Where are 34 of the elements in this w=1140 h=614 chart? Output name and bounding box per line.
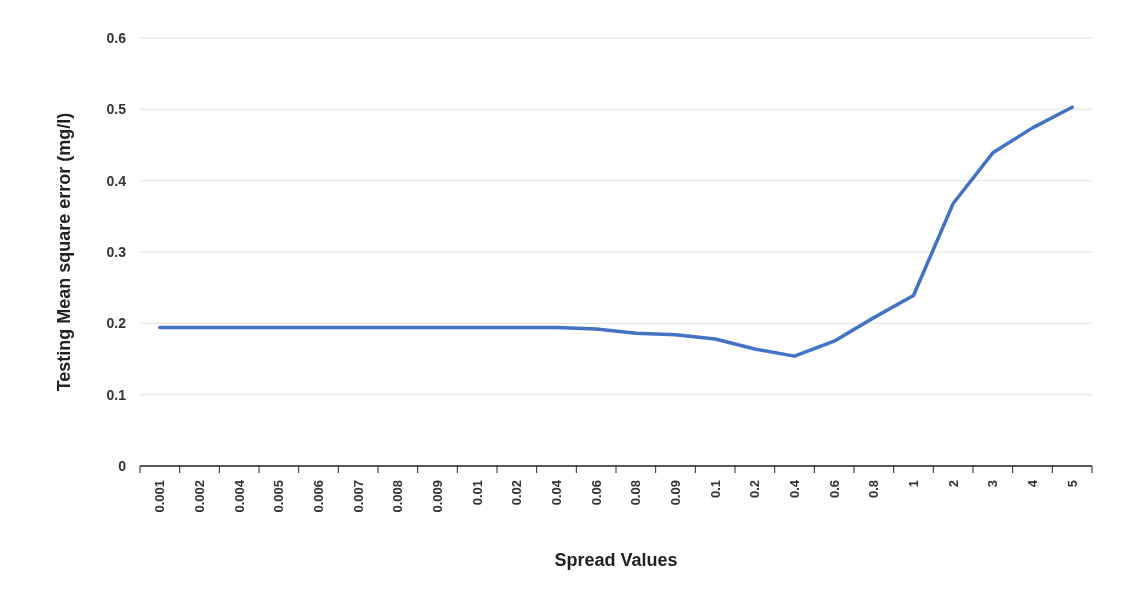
x-tick-label: 0.008 <box>390 480 406 513</box>
x-tick-label: 5 <box>1064 480 1080 488</box>
x-tick-label: 0.001 <box>152 480 168 513</box>
x-tick-label: 0.01 <box>469 480 485 506</box>
x-tick-label: 0.006 <box>311 480 327 513</box>
y-axis-title: Testing Mean square error (mg/l) <box>54 112 74 392</box>
x-tick-label: 0.02 <box>509 480 525 506</box>
x-tick-label: 0.1 <box>707 480 723 499</box>
y-tick-label: 0.3 <box>106 243 127 260</box>
y-tick-label: 0.4 <box>106 172 127 189</box>
y-tick-label: 0.1 <box>106 386 127 403</box>
x-tick-label: 0.009 <box>430 480 446 513</box>
x-tick-label: 0.8 <box>866 480 882 499</box>
x-tick-label: 4 <box>1025 479 1041 488</box>
x-tick-label: 0.005 <box>271 480 287 513</box>
y-tick-label: 0.6 <box>106 29 127 46</box>
x-tick-label: 0.04 <box>549 479 565 506</box>
x-tick-label: 0.08 <box>628 480 644 506</box>
x-axis-title: Spread Values <box>554 550 678 570</box>
x-tick-label: 0.06 <box>588 480 604 506</box>
x-tick-label: 0.6 <box>826 480 842 499</box>
y-tick-label: 0.5 <box>106 101 127 118</box>
x-tick-label: 1 <box>906 480 922 488</box>
x-tick-label: 0.002 <box>192 480 208 513</box>
x-tick-label: 0.2 <box>747 480 763 499</box>
x-tick-label: 0.007 <box>350 480 366 513</box>
y-tick-label: 0 <box>118 457 127 474</box>
x-tick-label: 0.09 <box>668 480 684 506</box>
x-tick-label: 2 <box>945 480 961 488</box>
x-tick-label: 0.4 <box>787 479 803 499</box>
line-series <box>158 105 1074 358</box>
x-tick-label: 0.004 <box>231 479 247 513</box>
x-tick-label: 3 <box>985 480 1001 488</box>
y-tick-label: 0.2 <box>106 315 127 332</box>
